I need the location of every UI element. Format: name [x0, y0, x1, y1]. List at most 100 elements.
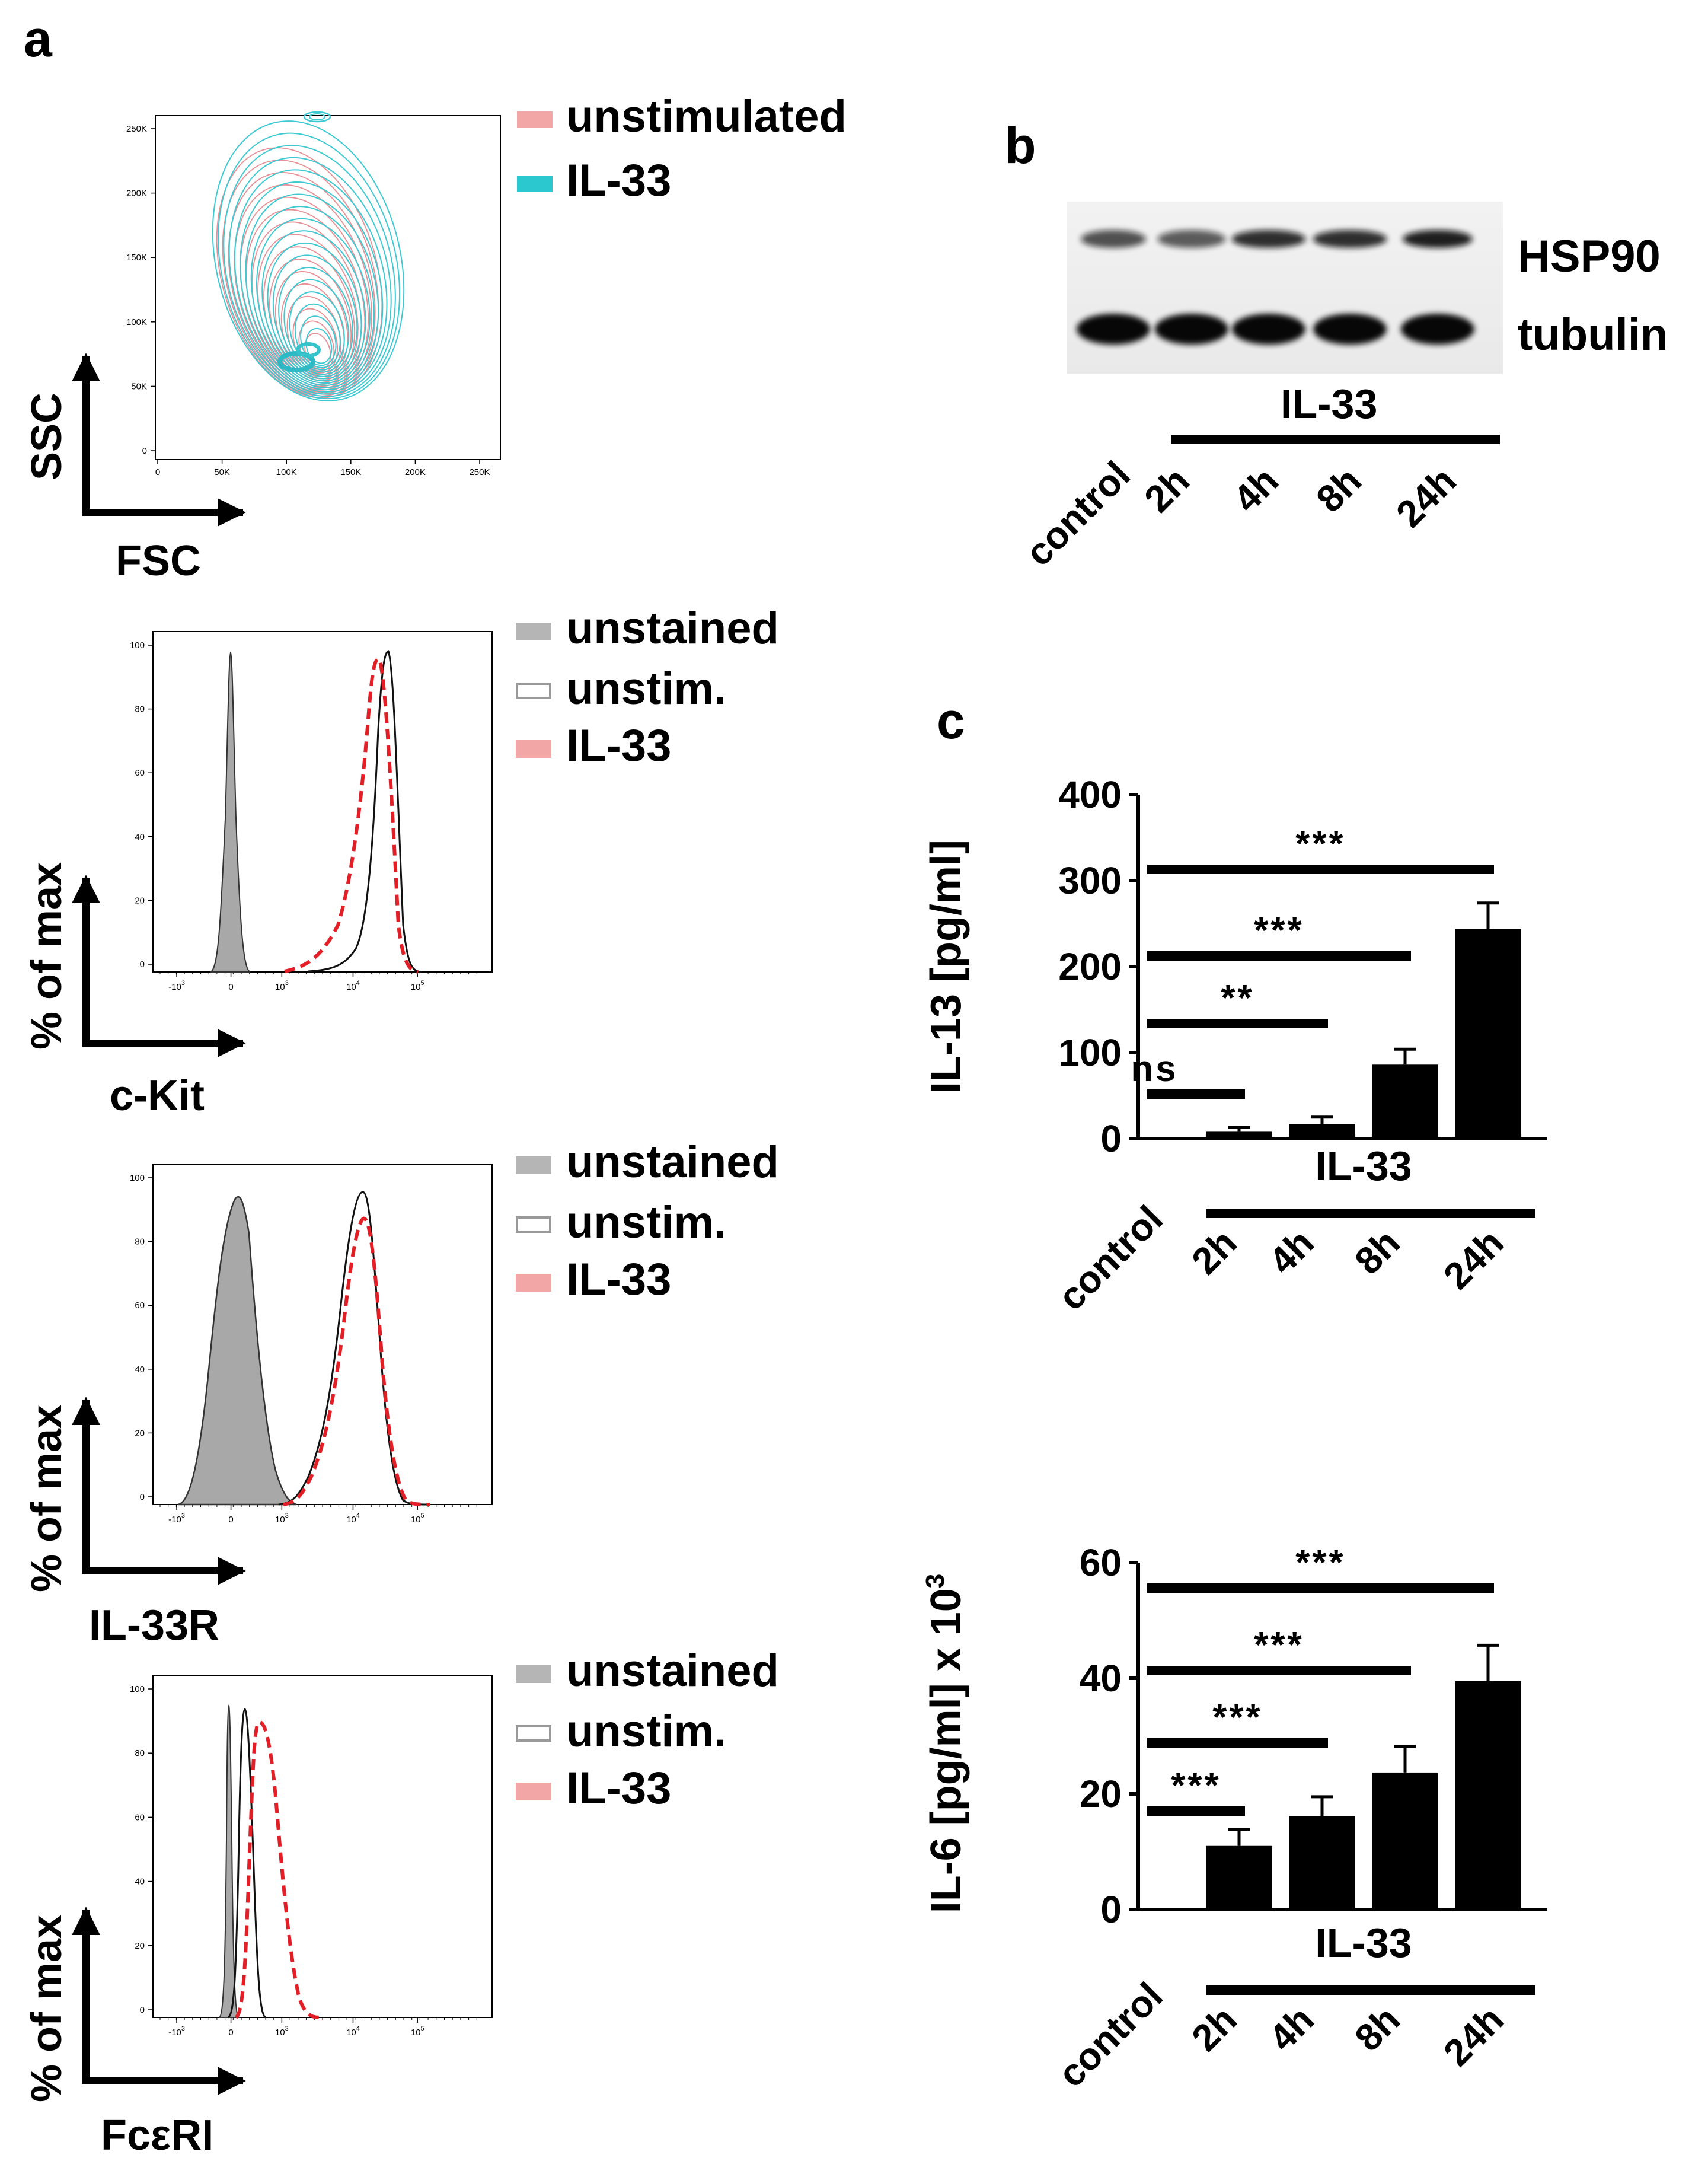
- x-tick-label: 103: [275, 2025, 289, 2038]
- y-tick-label: 0: [140, 2005, 145, 2015]
- category-label: 8h: [1346, 1998, 1408, 2060]
- blot-lane-label: 24h: [1388, 459, 1464, 535]
- x-tick-label: 0: [155, 467, 160, 477]
- x-tick-label: 150K: [340, 467, 361, 477]
- blot-group-label: IL-33: [1281, 381, 1377, 427]
- tubulin-band: [1313, 314, 1387, 345]
- histogram-axis-ticks: 0 20 40 60 80 100 -103 0 103 104 105: [130, 1173, 477, 1525]
- x-axis-label: c-Kit: [110, 1072, 205, 1120]
- contour-line: [240, 181, 384, 391]
- contour-line: [256, 218, 371, 384]
- category-label: 24h: [1435, 1221, 1512, 1298]
- histogram-il33r: 0 20 40 60 80 100 -103 0 103 104 105 unstained uns…: [23, 1137, 779, 1649]
- bar-2h: [1206, 1131, 1272, 1139]
- y-tick-label: 80: [135, 1748, 145, 1758]
- category-label: 8h: [1346, 1221, 1408, 1283]
- histogram-ckit: 0 20 40 60 80 100 -103 0 103 104 105 unstained uns…: [23, 603, 779, 1120]
- y-tick-label: 60: [1080, 1541, 1122, 1584]
- y-tick-label: 20: [135, 1428, 145, 1438]
- category-label: 2h: [1183, 1221, 1245, 1283]
- x-tick-label: 104: [346, 980, 360, 992]
- blot-lane-label: 8h: [1308, 459, 1369, 521]
- unstim-histogram: [278, 1191, 427, 1506]
- legend-swatch-unstimulated: [517, 111, 553, 128]
- il33-histogram: [283, 1216, 430, 1506]
- contour-line: [228, 157, 392, 395]
- blot-bands: [1077, 230, 1474, 345]
- x-tick-label: 200K: [405, 467, 426, 477]
- legend-label-il33: IL-33: [566, 1763, 671, 1813]
- tubulin-band: [1401, 314, 1474, 345]
- legend-swatch-il33: [516, 1783, 551, 1800]
- histogram-frame: [152, 1675, 493, 2018]
- legend-label-unstained: unstained: [566, 1137, 779, 1187]
- y-tick-label: 100: [130, 640, 145, 651]
- y-tick-label: 250K: [126, 124, 147, 134]
- significance-bar: [1147, 1738, 1328, 1748]
- x-tick-label: -103: [168, 1512, 185, 1525]
- legend-label-unstained: unstained: [566, 1646, 779, 1696]
- legend-label-il33: IL-33: [566, 155, 671, 206]
- y-tick-label: 60: [135, 1300, 145, 1311]
- facs-scatter-plot: 0 50K 100K 150K 200K 250K 0 50K 100K 150K 200K 250K…: [23, 91, 847, 585]
- category-label: 4h: [1260, 1998, 1322, 2060]
- category-label: 24h: [1435, 1998, 1512, 2074]
- y-tick-label: 0: [140, 1492, 145, 1502]
- significance-bar: [1147, 951, 1411, 961]
- hsp90-band: [1081, 230, 1146, 248]
- contour-line: [245, 193, 379, 388]
- legend-label-unstim: unstim.: [566, 1706, 726, 1757]
- y-tick-label: 200: [1058, 945, 1122, 988]
- legend-swatch-il33: [517, 176, 553, 192]
- category-label: control: [1050, 1974, 1171, 2095]
- legend-swatch-unstim: [516, 683, 551, 699]
- contour-line: [303, 111, 331, 123]
- y-tick-label: 50K: [131, 381, 147, 391]
- bar-2h: [1206, 1845, 1272, 1910]
- unstained-histogram: [210, 651, 251, 973]
- contour-line: [234, 184, 372, 393]
- group-bar: [1206, 1209, 1535, 1218]
- y-tick-label: 20: [135, 1941, 145, 1951]
- significance-label: ***: [1171, 1765, 1221, 1806]
- significance-bar: [1147, 865, 1494, 874]
- significance-label: ***: [1295, 824, 1345, 865]
- y-tick-label: 300: [1058, 859, 1122, 902]
- contour-line: [272, 254, 358, 377]
- category-label: 2h: [1183, 1998, 1245, 2060]
- hsp90-band: [1313, 230, 1387, 248]
- bar-24h: [1455, 929, 1521, 1139]
- legend-swatch-unstained: [516, 1665, 551, 1683]
- x-axis-label: IL-33R: [89, 1602, 219, 1649]
- scatter-axis-ticks: 0 50K 100K 150K 200K 250K 0 50K 100K 150K 200K 250K: [126, 124, 490, 477]
- legend-label-unstained: unstained: [566, 603, 779, 654]
- legend-swatch-unstim: [516, 1216, 551, 1233]
- histogram-fceri: 0 20 40 60 80 100 -103 0 103 104 105 unstained uns…: [23, 1646, 779, 2158]
- x-tick-label: 250K: [469, 467, 490, 477]
- panel-label-a: a: [24, 11, 53, 68]
- x-tick-label: 103: [275, 980, 289, 992]
- y-tick-label: 0: [1100, 1117, 1122, 1160]
- y-tick-label: 100: [1058, 1031, 1122, 1074]
- contour-line: [305, 327, 333, 364]
- bar-24h: [1455, 1681, 1521, 1910]
- y-tick-label: 60: [135, 1812, 145, 1822]
- blot-membrane: [1067, 202, 1503, 374]
- x-axis-label: FcεRI: [101, 2112, 213, 2158]
- x-tick-label: 100K: [276, 467, 297, 477]
- bar-4h: [1289, 1816, 1355, 1910]
- tubulin-band: [1077, 314, 1150, 345]
- il33-histogram: [284, 657, 419, 974]
- il6-bar-chart: 0 20 40 60 IL-6 [pg/ml] x 103 *** *** *** *** IL-…: [921, 1541, 1547, 2095]
- contour-line: [234, 169, 388, 393]
- x-tick-label: 105: [411, 980, 424, 992]
- y-tick-label: 100: [130, 1173, 145, 1183]
- hsp90-band: [1157, 230, 1226, 248]
- band-label-hsp90: HSP90: [1518, 231, 1661, 282]
- group-label: IL-33: [1315, 1920, 1412, 1966]
- x-tick-label: 105: [411, 2025, 424, 2038]
- contour-line: [296, 342, 321, 358]
- significance-label: ***: [1295, 1542, 1345, 1583]
- hsp90-band: [1403, 230, 1473, 248]
- legend-label-unstim: unstim.: [566, 664, 726, 714]
